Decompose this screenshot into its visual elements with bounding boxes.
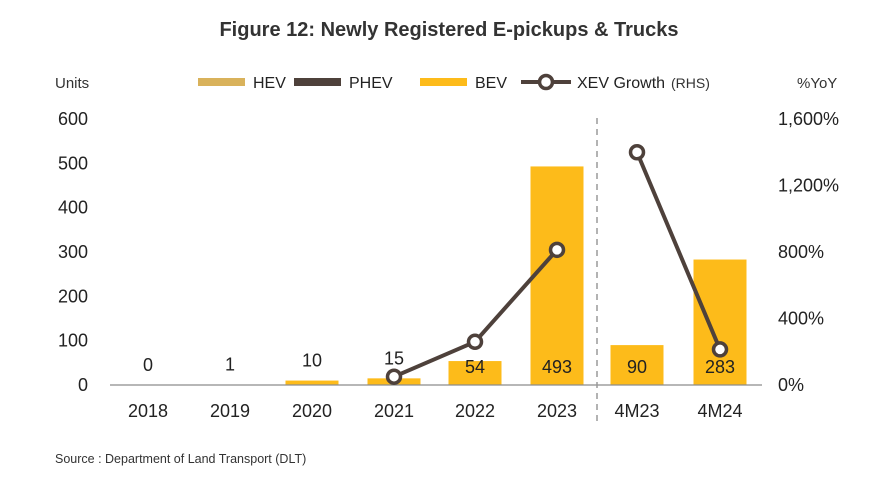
x-tick-label: 2020 <box>292 401 332 421</box>
growth-marker <box>385 368 403 385</box>
x-tick-label: 4M23 <box>614 401 659 421</box>
growth-line-series <box>385 144 729 385</box>
growth-marker <box>711 341 729 358</box>
legend-swatch-marker <box>537 73 555 91</box>
growth-line-segment <box>635 150 722 352</box>
x-axis-ticks: 2018 2019 2020 2021 2022 2023 4M23 4M24 <box>128 401 743 421</box>
right-tick-label: 1,200% <box>778 176 839 196</box>
legend-swatch-hev <box>198 78 245 86</box>
x-tick-label: 2022 <box>455 401 495 421</box>
legend-label: PHEV <box>349 75 393 92</box>
bar-bev <box>530 166 584 385</box>
growth-line-segment <box>392 339 477 379</box>
right-tick-label: 1,600% <box>778 109 839 129</box>
legend-label: BEV <box>475 75 507 92</box>
bar-bev <box>448 361 502 385</box>
bar-value-label: 15 <box>384 348 404 368</box>
x-tick-label: 2019 <box>210 401 250 421</box>
x-tick-label: 4M24 <box>697 401 742 421</box>
left-tick-label: 500 <box>58 153 88 173</box>
left-axis-ticks: 0 100 200 300 400 500 600 <box>58 109 88 395</box>
bars <box>203 166 747 386</box>
source-note: Source : Department of Land Transport (D… <box>55 452 306 466</box>
bar-value-label: 493 <box>542 357 572 377</box>
bar-bev <box>610 345 664 385</box>
growth-marker <box>466 333 484 351</box>
bar-bev <box>285 380 339 385</box>
right-tick-label: 800% <box>778 242 824 262</box>
left-tick-label: 400 <box>58 198 88 218</box>
left-tick-label: 300 <box>58 242 88 262</box>
growth-marker <box>548 241 566 259</box>
bar-value-label: 0 <box>143 355 153 375</box>
legend-swatch-phev <box>294 78 341 86</box>
data-labels: 0 1 10 15 54 493 90 283 <box>143 348 735 377</box>
left-tick-label: 100 <box>58 331 88 351</box>
right-axis-ticks: 0% 400% 800% 1,200% 1,600% <box>778 109 839 395</box>
right-tick-label: 0% <box>778 375 804 395</box>
growth-marker <box>628 144 646 161</box>
bar-bev <box>693 259 747 385</box>
bar-value-label: 283 <box>705 357 735 377</box>
bar-value-label: 1 <box>225 355 235 375</box>
legend-swatch-bev <box>420 78 467 86</box>
x-tick-label: 2021 <box>374 401 414 421</box>
chart-title: Figure 12: Newly Registered E-pickups & … <box>219 19 678 41</box>
bar-value-label: 10 <box>302 351 322 371</box>
bar-value-label: 90 <box>627 357 647 377</box>
x-tick-label: 2023 <box>537 401 577 421</box>
legend-label: HEV <box>253 75 286 92</box>
right-axis-unit: %YoY <box>797 75 837 92</box>
legend-label-suffix: (RHS) <box>671 75 710 91</box>
left-tick-label: 0 <box>78 375 88 395</box>
left-tick-label: 600 <box>58 109 88 129</box>
right-tick-label: 400% <box>778 309 824 329</box>
left-axis-unit: Units <box>55 75 89 92</box>
left-tick-label: 200 <box>58 286 88 306</box>
legend-label: XEV Growth <box>577 75 665 92</box>
x-tick-label: 2018 <box>128 401 168 421</box>
bar-value-label: 54 <box>465 357 485 377</box>
growth-line-segment <box>473 247 559 344</box>
legend: HEV PHEV BEV XEV Growth (RHS) <box>198 73 710 92</box>
